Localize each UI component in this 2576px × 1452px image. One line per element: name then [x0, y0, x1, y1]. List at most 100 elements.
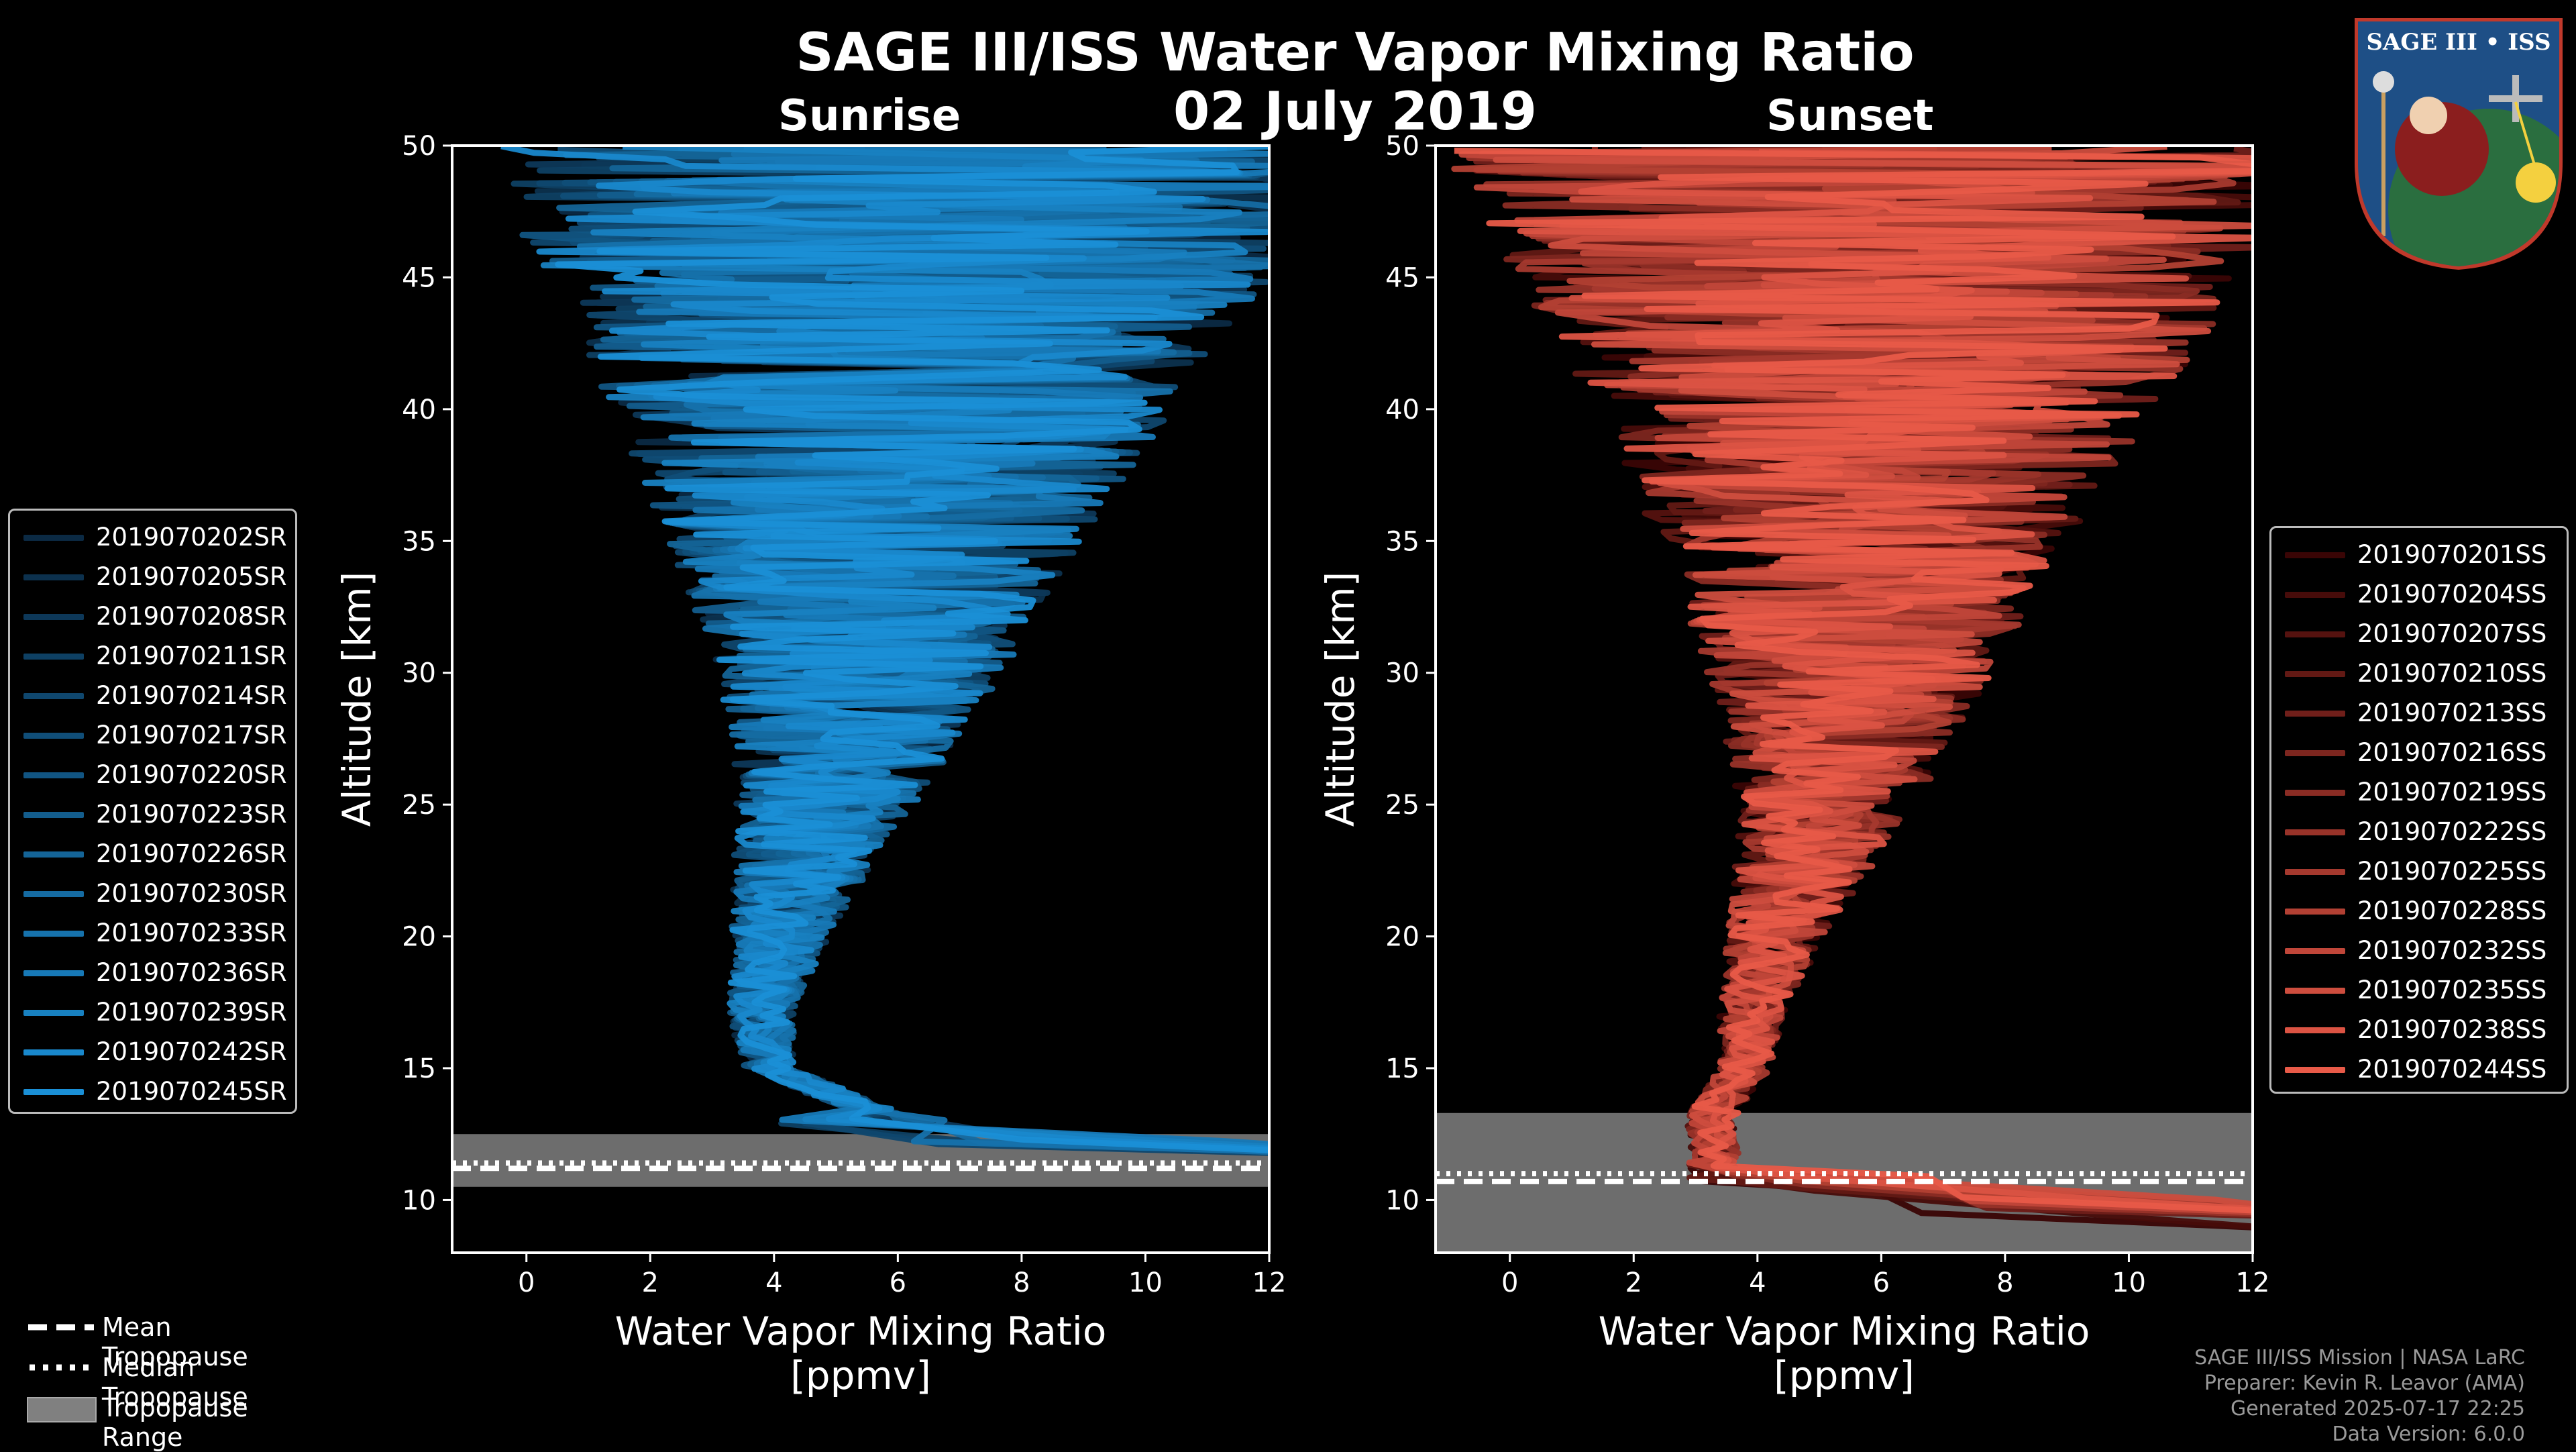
range-swatch — [27, 1397, 97, 1422]
median-tropopause-label: Median Tropopause — [102, 1353, 248, 1412]
svg-text:SAGE III • ISS: SAGE III • ISS — [2366, 29, 2551, 56]
legend-label: 2019070220SR — [96, 760, 287, 789]
x-tick-label: 8 — [1996, 1267, 2013, 1298]
legend-label: 2019070230SR — [96, 879, 287, 908]
sunset-plot: 0 2 4 6 8 10 12 10 15 20 25 30 35 40 45 50 Water Vapor M… — [1318, 131, 2270, 1398]
y-axis-label: Altitude [km] — [334, 572, 380, 827]
legend-label: 2019070202SR — [96, 523, 287, 552]
y-tick-label: 50 — [1385, 131, 1419, 162]
y-tick-label: 25 — [1385, 790, 1419, 821]
legend-swatch — [2285, 592, 2345, 598]
legend-label: 2019070210SS — [2357, 659, 2547, 688]
legend-label: 2019070208SR — [96, 602, 287, 631]
legend-label: 2019070219SS — [2357, 778, 2547, 807]
legend-label: 2019070236SR — [96, 958, 287, 987]
legend-label: 2019070205SR — [96, 562, 287, 591]
x-tick-label: 12 — [1252, 1267, 1287, 1298]
profile-line-2019070245SR — [555, 146, 1269, 1153]
legend-label: 2019070217SR — [96, 721, 287, 749]
y-tick-label: 25 — [402, 790, 436, 821]
legend-swatch — [2285, 1027, 2345, 1033]
y-tick-label: 15 — [1385, 1053, 1419, 1084]
legend-label: 2019070233SR — [96, 919, 287, 947]
legend-swatch — [23, 574, 84, 580]
y-tick-label: 10 — [1385, 1185, 1419, 1216]
legend-swatch — [23, 970, 84, 976]
y-tick-label: 35 — [402, 526, 436, 557]
sage-iii-iss-mission-logo: SAGE III • ISS — [2355, 18, 2563, 270]
sunrise-panel-title: Sunrise — [778, 91, 961, 141]
y-tick-label: 30 — [1385, 658, 1419, 689]
y-axis-label: Altitude [km] — [1318, 572, 1363, 827]
x-tick-label: 0 — [518, 1267, 535, 1298]
plot-frame — [1434, 144, 2254, 1254]
legend-label: 2019070223SR — [96, 800, 287, 829]
sunrise-plot: 0 2 4 6 8 10 12 10 15 20 25 30 35 40 45 50 Water Vapor M… — [334, 131, 1287, 1398]
legend-label: 2019070242SR — [96, 1037, 287, 1066]
legend-swatch — [2285, 711, 2345, 717]
footer-generated: Generated 2025-07-17 22:25 — [2230, 1397, 2525, 1420]
sunrise-legend: 2019070202SR 2019070205SR 2019070208SR 2019… — [8, 509, 297, 1114]
footer-preparer: Preparer: Kevin R. Leavor (AMA) — [2204, 1371, 2525, 1395]
legend-swatch — [2285, 988, 2345, 994]
x-tick-label: 2 — [642, 1267, 659, 1298]
legend-swatch — [2285, 750, 2345, 756]
legend-label: 2019070204SS — [2357, 580, 2547, 609]
legend-swatch — [23, 614, 84, 620]
x-tick-label: 4 — [765, 1267, 782, 1298]
legend-swatch — [23, 812, 84, 818]
dotted-line-icon — [30, 1364, 94, 1371]
footer-version: Data Version: 6.0.0 — [2332, 1422, 2525, 1446]
legend-swatch — [23, 851, 84, 858]
legend-label: 2019070201SS — [2357, 540, 2547, 569]
legend-label: 2019070244SS — [2357, 1055, 2547, 1084]
tropopause-range-label: Tropopause Range — [102, 1393, 248, 1452]
x-tick-label: 6 — [1873, 1267, 1890, 1298]
footer-credits: SAGE III/ISS Mission | NASA LaRC Prepare… — [2194, 1345, 2525, 1447]
legend-label: 2019070238SS — [2357, 1015, 2547, 1044]
x-tick-label: 6 — [890, 1267, 906, 1298]
y-tick-label: 20 — [402, 922, 436, 953]
legend-swatch — [23, 1089, 84, 1095]
sunset-panel-title: Sunset — [1766, 91, 1934, 141]
legend-swatch — [23, 891, 84, 897]
x-axis-label: Water Vapor Mixing Ratio — [1599, 1308, 2090, 1354]
x-tick-label: 10 — [2112, 1267, 2146, 1298]
x-tick-label: 4 — [1749, 1267, 1766, 1298]
legend-swatch — [2285, 671, 2345, 677]
legend-label: 2019070207SS — [2357, 619, 2547, 648]
sunset-legend: 2019070201SS 2019070204SS 2019070207SS 2019… — [2269, 526, 2569, 1094]
legend-swatch — [23, 1010, 84, 1016]
legend-label: 2019070222SS — [2357, 817, 2547, 846]
legend-swatch — [23, 931, 84, 937]
legend-label: 2019070216SS — [2357, 738, 2547, 767]
legend-swatch — [2285, 909, 2345, 915]
legend-swatch — [23, 654, 84, 660]
y-tick-label: 45 — [1385, 262, 1419, 293]
y-tick-label: 40 — [1385, 395, 1419, 425]
legend-swatch — [2285, 869, 2345, 875]
legend-label: 2019070245SR — [96, 1077, 287, 1106]
y-tick-label: 35 — [1385, 526, 1419, 557]
x-tick-label: 2 — [1625, 1267, 1642, 1298]
dashed-line-icon — [28, 1324, 94, 1331]
x-tick-label: 8 — [1013, 1267, 1030, 1298]
x-tick-label: 12 — [2236, 1267, 2270, 1298]
x-axis-label: [ppmv] — [1774, 1353, 1915, 1398]
legend-label: 2019070239SR — [96, 998, 287, 1027]
chart-title: SAGE III/ISS Water Vapor Mixing Ratio — [796, 23, 1915, 83]
legend-label: 2019070232SS — [2357, 936, 2547, 965]
y-tick-label: 50 — [402, 131, 436, 162]
y-tick-label: 10 — [402, 1185, 436, 1216]
legend-swatch — [2285, 790, 2345, 796]
legend-label: 2019070226SR — [96, 839, 287, 868]
y-tick-label: 45 — [402, 262, 436, 293]
x-axis-label: [ppmv] — [790, 1353, 931, 1398]
legend-label: 2019070235SS — [2357, 976, 2547, 1004]
x-tick-label: 0 — [1501, 1267, 1518, 1298]
mean-tropopause-label: Mean Tropopause — [102, 1312, 248, 1371]
legend-swatch — [2285, 829, 2345, 835]
legend-swatch — [2285, 948, 2345, 954]
plot-frame — [451, 144, 1271, 1254]
y-tick-label: 30 — [402, 658, 436, 689]
